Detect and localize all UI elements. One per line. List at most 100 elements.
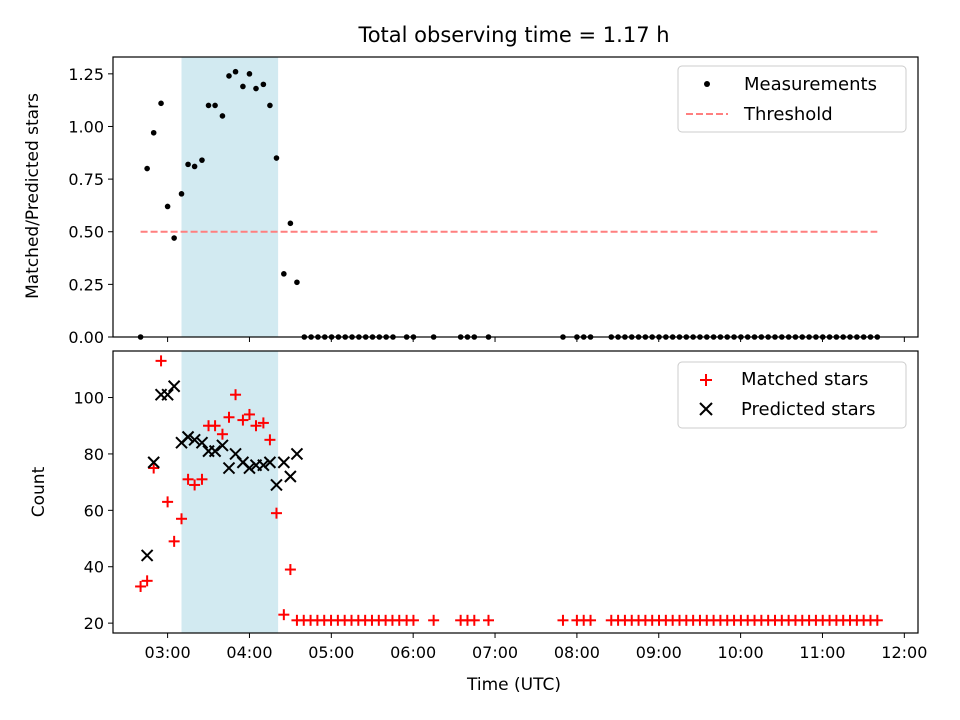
matched-star-point xyxy=(148,462,160,474)
top-panel: 0.00 0.25 0.50 0.75 1.00 1.25 Matched/Predict… xyxy=(23,56,919,347)
measurement-point xyxy=(232,68,239,75)
top-y-axis-label: Matched/Predicted stars xyxy=(23,93,43,299)
x-tick-label: 11:00 xyxy=(799,643,845,662)
matched-star-point xyxy=(278,609,290,621)
top-y-tick-label: 0.75 xyxy=(68,170,104,189)
predicted-star-point xyxy=(161,388,174,401)
x-tick-label: 06:00 xyxy=(390,643,436,662)
x-tick-label: 10:00 xyxy=(718,643,764,662)
predicted-star-point xyxy=(140,549,154,562)
matched-star-point xyxy=(264,434,276,446)
top-axes-frame xyxy=(112,56,919,338)
measurement-point xyxy=(240,83,246,90)
measurement-point xyxy=(281,271,287,277)
measurement-point xyxy=(185,161,191,168)
matched-star-point xyxy=(407,614,419,626)
predicted-star-point xyxy=(208,444,222,458)
bottom-observing-window xyxy=(181,351,279,633)
matched-star-point xyxy=(257,417,269,429)
measurement-point xyxy=(287,220,294,227)
predicted-star-point xyxy=(257,459,270,472)
top-y-tick-label: 0.00 xyxy=(68,328,104,347)
predicted-star-point xyxy=(181,430,195,444)
top-y-tick-label: 1.25 xyxy=(68,65,104,84)
matched-star-point xyxy=(468,614,480,626)
bottom-y-tick-label: 40 xyxy=(84,558,104,577)
x-axis-label: Time (UTC) xyxy=(466,675,561,695)
predicted-star-point xyxy=(188,433,201,447)
measurement-point xyxy=(226,73,232,79)
bottom-y-tick-label: 100 xyxy=(73,389,104,408)
measurement-point xyxy=(191,163,198,170)
matched-star-point xyxy=(250,420,262,432)
measurement-point xyxy=(164,203,171,210)
top-y-tick-label: 0.50 xyxy=(68,223,104,242)
measurement-point xyxy=(199,157,205,163)
matched-star-point xyxy=(216,428,228,440)
predicted-star-point xyxy=(270,478,283,492)
measurement-point xyxy=(246,71,253,77)
measurement-point xyxy=(178,191,185,197)
x-tick-label: 07:00 xyxy=(472,643,518,662)
predicted-star-point xyxy=(263,456,277,469)
matched-star-point xyxy=(182,473,194,485)
measurement-point xyxy=(294,279,300,286)
predicted-star-point xyxy=(222,461,236,475)
predicted-star-point xyxy=(167,380,181,393)
legend-predicted-marker xyxy=(699,402,713,416)
matched-star-point xyxy=(557,614,569,626)
matched-star-point xyxy=(162,496,174,508)
matched-star-point xyxy=(168,535,180,547)
matched-star-point xyxy=(871,614,883,626)
measurement-point xyxy=(253,85,259,92)
matched-star-point xyxy=(482,614,494,626)
top-y-tick-label: 1.00 xyxy=(68,117,104,136)
measurement-point xyxy=(144,165,150,172)
x-tick-label: 09:00 xyxy=(636,643,682,662)
top-legend: Measurements Threshold xyxy=(677,65,907,133)
matched-star-point xyxy=(141,575,153,587)
legend-matched-label: Matched stars xyxy=(741,369,868,390)
bottom-y-tick-label: 80 xyxy=(84,445,104,464)
legend-measurements-label: Measurements xyxy=(744,74,877,95)
matched-star-point xyxy=(189,479,201,491)
matched-star-point xyxy=(237,414,249,426)
bottom-axes-frame xyxy=(112,350,919,634)
matched-star-point xyxy=(196,473,208,485)
matched-star-point xyxy=(230,389,242,401)
bottom-y-tick-label: 60 xyxy=(84,501,104,520)
legend-matched-marker xyxy=(700,374,712,386)
predicted-star-point xyxy=(290,447,304,461)
x-tick-label: 12:00 xyxy=(881,643,927,662)
matched-star-point xyxy=(209,420,221,432)
measurement-point xyxy=(267,102,273,109)
x-tick-label: 04:00 xyxy=(226,643,272,662)
predicted-star-point xyxy=(147,456,160,469)
x-tick-label: 08:00 xyxy=(554,643,600,662)
predicted-star-point xyxy=(243,461,256,475)
top-observing-window xyxy=(181,57,279,337)
measurement-point xyxy=(150,129,157,136)
measurement-point xyxy=(219,113,226,119)
legend-threshold-label: Threshold xyxy=(743,104,833,125)
predicted-star-point xyxy=(277,456,291,469)
x-tick-label: 03:00 xyxy=(145,643,191,662)
measurement-point xyxy=(260,81,267,88)
x-tick-label: 05:00 xyxy=(308,643,354,662)
measurement-point xyxy=(273,155,280,161)
matched-star-point xyxy=(585,614,597,626)
bottom-panel: 20 40 60 80 100 03:00 04:00 05:00 06:00 07:00 08:… xyxy=(29,350,927,695)
legend-measurements-marker xyxy=(704,81,710,87)
bottom-y-axis-label: Count xyxy=(29,466,49,517)
bottom-legend: Matched stars Predicted stars xyxy=(677,361,907,429)
matched-star-point xyxy=(176,513,188,525)
measurement-point xyxy=(212,102,218,109)
matched-star-point xyxy=(428,614,440,626)
matched-star-point xyxy=(223,411,235,423)
bottom-y-tick-label: 20 xyxy=(84,614,104,633)
chart-title: Total observing time = 1.17 h xyxy=(357,23,669,47)
matched-star-point xyxy=(155,355,167,367)
measurement-point xyxy=(158,100,164,107)
predicted-star-point xyxy=(195,436,209,449)
